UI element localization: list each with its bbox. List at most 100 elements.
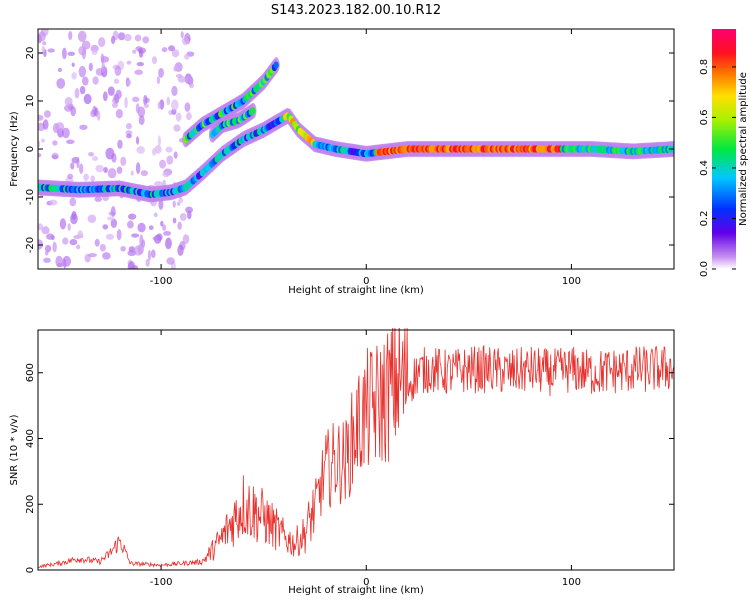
spectrogram-noise-mark [94, 196, 102, 203]
spectrogram-x-ticks: -100 0 100 [150, 29, 581, 287]
spectrogram-noise-mark [62, 237, 69, 245]
spectrogram-noise-mark [70, 162, 75, 170]
spectrogram-noise-mark [120, 156, 127, 166]
spectrogram-noise-mark [102, 224, 109, 230]
snr-x-tick-label: -100 [150, 577, 173, 588]
spectrogram-y-tick-label: 20 [25, 47, 36, 60]
colorbar-tick-label: 0.0 [699, 261, 710, 277]
spectrogram-noise-mark [176, 201, 181, 206]
spectrogram-noise-mark [38, 239, 44, 250]
spectrogram-noise-mark [182, 234, 190, 244]
spectrogram-noise-mark [38, 31, 46, 42]
spectrogram-ridge-mark [273, 61, 279, 69]
spectrogram-noise-mark [79, 124, 88, 130]
spectrogram-noise-mark [177, 244, 184, 256]
spectrogram-noise-mark [175, 112, 182, 122]
spectrogram-noise-mark [126, 60, 132, 65]
spectrogram-noise-mark [94, 238, 100, 247]
spectrogram-noise-mark [160, 220, 164, 227]
spectrogram-noise-mark [46, 233, 54, 240]
spectrogram-noise-mark [59, 218, 67, 230]
spectrogram-noise-mark [91, 49, 98, 56]
spectrogram-noise-mark [127, 250, 136, 257]
spectrogram-noise-mark [81, 76, 89, 86]
spectrogram-noise-mark [134, 245, 143, 256]
spectrogram-noise-mark [44, 250, 49, 256]
spectrogram-noise-mark [126, 79, 132, 86]
spectrogram-noise-mark [76, 156, 80, 169]
spectrogram-noise-mark [79, 163, 84, 174]
snr-x-label: Height of straight line (km) [288, 585, 424, 596]
spectrogram-noise-mark [171, 49, 180, 58]
spectrogram-noise-mark [43, 257, 51, 263]
spectrogram-noise-mark [51, 154, 59, 159]
spectrogram-noise-mark [134, 34, 142, 42]
spectrogram-noise-mark [55, 122, 65, 132]
spectrogram-noise-mark [42, 119, 49, 130]
spectrogram-noise-mark [147, 249, 152, 261]
spectrogram-noise-mark [126, 133, 132, 139]
spectrogram-noise-mark [141, 239, 146, 248]
spectrogram-noise-mark [38, 140, 41, 148]
spectrogram-noise-mark [67, 51, 76, 56]
spectrogram-noise-mark [67, 173, 74, 180]
spectrogram-noise-mark [158, 67, 164, 78]
spectrogram-noise-mark [185, 206, 194, 214]
snr-x-ticks: -100 0 100 [150, 330, 581, 588]
spectrogram-marks [38, 29, 674, 269]
spectrogram-noise-mark [166, 257, 175, 265]
spectrogram-noise-mark [162, 224, 167, 231]
spectrogram-noise-mark [87, 214, 97, 224]
spectrogram-noise-mark [41, 45, 45, 53]
spectrogram-noise-mark [126, 122, 132, 130]
spectrogram-noise-mark [143, 103, 150, 109]
spectrogram-noise-mark [138, 49, 144, 58]
spectrogram-noise-mark [134, 69, 144, 75]
spectrogram-noise-mark [132, 49, 137, 54]
spectrogram-noise-mark [172, 200, 176, 208]
spectrogram-ridge-mark [250, 107, 256, 115]
spectrogram-noise-mark [69, 197, 77, 207]
spectrogram-noise-mark [132, 265, 139, 269]
snr-y-label: SNR (10 * v/v) [9, 414, 20, 485]
spectrogram-noise-mark [117, 32, 126, 41]
spectrogram-noise-mark [92, 76, 99, 85]
spectrogram-noise-mark [47, 48, 55, 53]
spectrogram-noise-mark [78, 65, 87, 78]
colorbar-tick-label: 0.8 [699, 59, 710, 75]
spectrogram-noise-mark [162, 171, 170, 178]
spectrogram-noise-mark [42, 41, 47, 46]
spectrogram-noise-mark [67, 223, 71, 231]
spectrogram-noise-mark [136, 146, 145, 154]
spectrogram-noise-mark [101, 61, 106, 74]
spectrogram-noise-mark [166, 155, 174, 165]
spectrogram-noise-mark [158, 198, 164, 210]
spectrogram-noise-mark [43, 110, 51, 118]
spectrogram-y-tick-label: -10 [25, 189, 36, 205]
spectrogram-noise-mark [157, 135, 161, 147]
spectrogram-noise-mark [83, 173, 89, 181]
spectrogram-y-tick-label: 0 [25, 146, 36, 152]
spectrogram-noise-mark [74, 88, 80, 99]
spectrogram-x-tick-label: 100 [562, 276, 581, 287]
spectrogram-noise-mark [140, 170, 148, 177]
spectrogram-noise-mark [154, 145, 162, 154]
spectrogram-noise-mark [120, 245, 126, 252]
spectrogram-noise-mark [71, 210, 77, 220]
spectrogram-noise-mark [57, 67, 62, 72]
spectrogram-noise-mark [107, 86, 115, 96]
spectrogram-noise-mark [138, 115, 145, 126]
spectrogram-noise-mark [78, 45, 87, 56]
spectrogram-noise-mark [52, 140, 58, 146]
spectrogram-noise-mark [177, 221, 182, 230]
spectrogram-noise-mark [153, 212, 158, 218]
spectrogram-noise-mark [135, 162, 141, 175]
spectrogram-noise-mark [102, 252, 111, 260]
spectrogram-noise-mark [110, 206, 116, 217]
colorbar-tick-label: 0.6 [699, 109, 710, 125]
spectrogram-noise-mark [127, 220, 134, 229]
spectrogram-noise-mark [52, 241, 57, 253]
spectrogram-noise-mark [107, 216, 115, 221]
spectrogram-noise-mark [157, 101, 162, 110]
